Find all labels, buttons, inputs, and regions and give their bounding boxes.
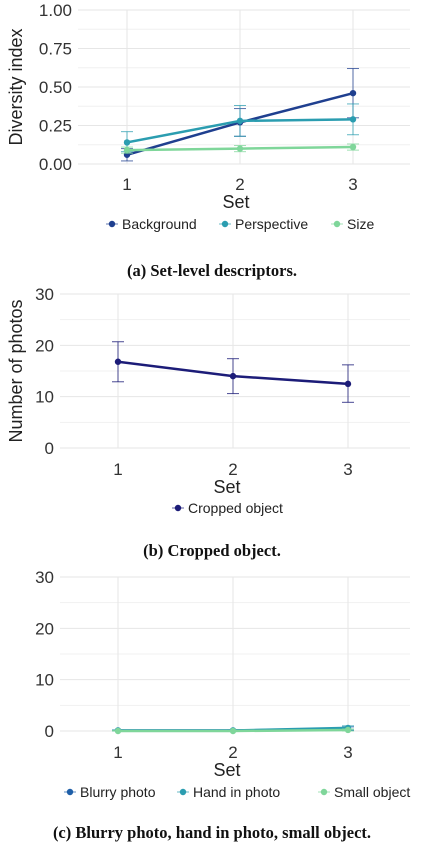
series-size	[121, 143, 359, 154]
x-axis-title: Set	[213, 760, 240, 780]
legend-label: Small object	[334, 784, 410, 800]
legend-item: Perspective	[219, 216, 308, 232]
legend-swatch-point	[108, 220, 116, 228]
legend-label: Perspective	[235, 216, 308, 232]
chart-panel-2: 0 10 20 30 1 2 3 Set Blurry photo Hand in photo Sm…	[35, 568, 410, 842]
data-point	[229, 372, 237, 380]
data-point	[344, 726, 352, 734]
y-tick-label: 20	[35, 336, 54, 355]
legend-item: Background	[106, 216, 197, 232]
legend-item: Blurry photo	[64, 784, 156, 800]
x-axis-title: Set	[213, 477, 240, 497]
y-tick-label: 30	[35, 285, 54, 304]
data-point	[349, 89, 357, 97]
legend-swatch-point	[320, 788, 328, 796]
legend-item: Small object	[318, 784, 410, 800]
y-tick-label: 0.75	[39, 40, 72, 59]
x-tick-label: 1	[113, 743, 122, 762]
legend-label: Cropped object	[188, 500, 283, 516]
data-point	[344, 380, 352, 388]
y-tick-label: 0.25	[39, 117, 72, 136]
figure-caption: (c) Blurry photo, hand in photo, small o…	[53, 823, 371, 842]
legend-swatch-point	[333, 220, 341, 228]
legend-label: Hand in photo	[193, 784, 280, 800]
legend-swatch-point	[66, 788, 74, 796]
x-tick-label: 2	[235, 175, 244, 194]
y-tick-label: 1.00	[39, 1, 72, 20]
data-point	[114, 727, 122, 735]
data-point	[236, 117, 244, 125]
data-point	[236, 145, 244, 152]
data-point	[123, 146, 131, 154]
data-point	[229, 727, 237, 735]
chart-panel-0: 0.00 0.25 0.50 0.75 1.00 1 2 3 Set Diversity inde…	[6, 1, 410, 280]
y-tick-label: 0.00	[39, 155, 72, 174]
x-tick-label: 2	[228, 460, 237, 479]
legend-item: Cropped object	[172, 500, 283, 516]
y-tick-label: 10	[35, 388, 54, 407]
y-tick-label: 10	[35, 671, 54, 690]
y-tick-label: 20	[35, 619, 54, 638]
x-axis-title: Set	[222, 192, 249, 212]
x-tick-label: 3	[343, 743, 352, 762]
legend-label: Background	[122, 216, 197, 232]
legend-swatch-point	[221, 220, 229, 228]
data-point	[349, 143, 357, 151]
legend-item: Size	[331, 216, 374, 232]
x-tick-label: 1	[113, 460, 122, 479]
legend-swatch-point	[174, 504, 182, 512]
figure-caption: (a) Set-level descriptors.	[127, 261, 297, 280]
data-point	[114, 358, 122, 365]
legend-label: Blurry photo	[80, 784, 156, 800]
series-small-object	[112, 726, 354, 735]
chart-panel-1: 0 10 20 30 1 2 3 Set Number of photos Cropped obj…	[6, 285, 410, 560]
data-point	[349, 116, 357, 123]
y-tick-label: 0	[45, 722, 54, 741]
x-tick-label: 3	[348, 175, 357, 194]
y-axis-title: Diversity index	[6, 28, 26, 145]
figure-caption: (b) Cropped object.	[143, 541, 281, 560]
x-tick-label: 1	[122, 175, 131, 194]
x-tick-label: 2	[228, 743, 237, 762]
y-axis-title: Number of photos	[6, 299, 26, 442]
y-tick-label: 0	[45, 439, 54, 458]
legend-item: Hand in photo	[177, 784, 280, 800]
x-tick-label: 3	[343, 460, 352, 479]
y-tick-label: 0.50	[39, 78, 72, 97]
data-point	[123, 139, 131, 146]
legend-label: Size	[347, 216, 374, 232]
series-cropped-object	[112, 341, 354, 403]
y-tick-label: 30	[35, 568, 54, 587]
legend-swatch-point	[179, 788, 187, 796]
